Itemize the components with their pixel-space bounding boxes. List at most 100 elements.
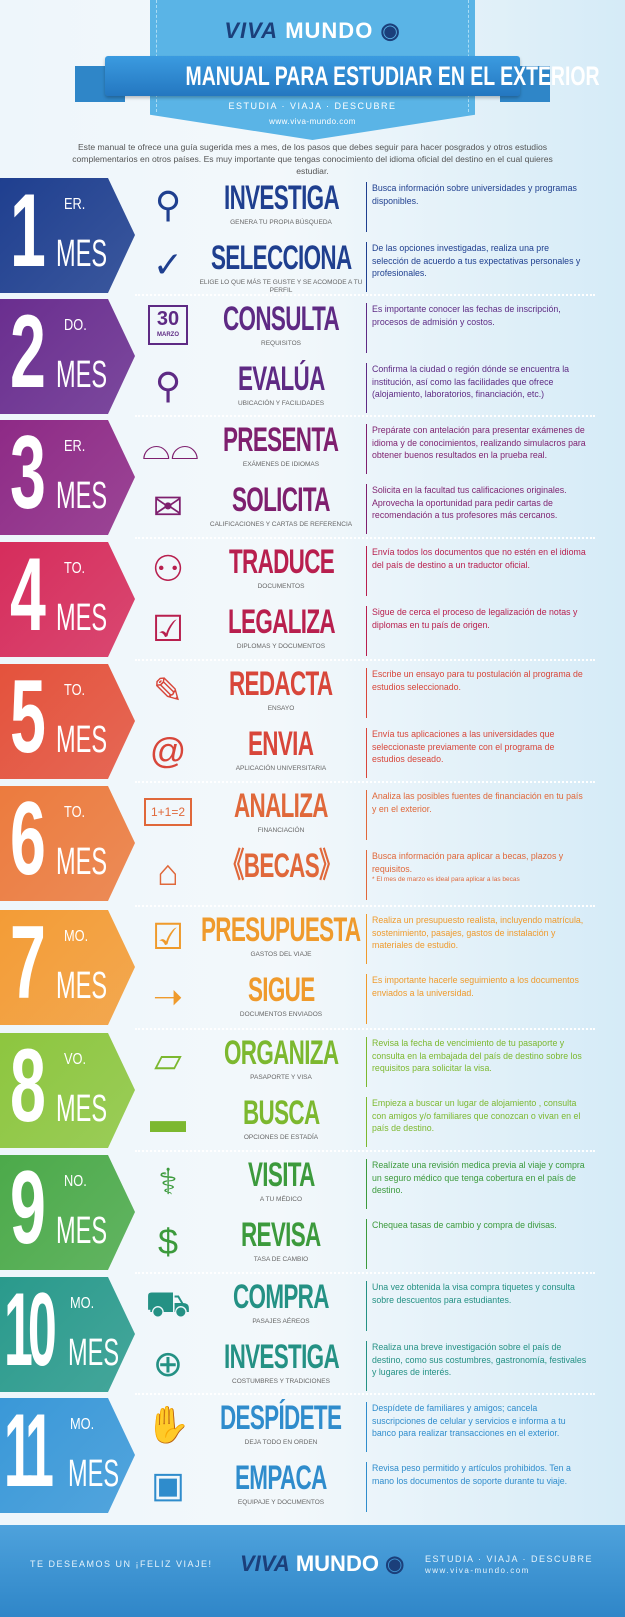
step-subtitle: FINANCIACIÓN (257, 827, 305, 834)
step-description-text: Confirma la ciudad o región dónde se enc… (372, 364, 570, 399)
step-subtitle: DIPLOMAS Y DOCUMENTOS (236, 643, 326, 650)
divider-line (366, 546, 367, 596)
footer-logo-mundo: MUNDO (295, 1551, 379, 1576)
step-title: VISITA (247, 1156, 315, 1194)
step-description: Chequea tasas de cambio y compra de divi… (372, 1219, 587, 1232)
divider-line (366, 850, 367, 900)
step-title: LEGALIZA (227, 603, 336, 641)
step-heading: DESPÍDETE DEJA TODO EN ORDEN (196, 1398, 366, 1456)
step-description-text: Realiza un presupuesto realista, incluye… (372, 915, 584, 950)
month-number: 11 (4, 1393, 54, 1509)
month-number: 3 (10, 415, 46, 531)
step-subtitle: ENSAYO (267, 705, 295, 712)
step-description-text: Envía todos los documentos que no estén … (372, 547, 586, 570)
email-at-icon: @ (149, 730, 187, 771)
logo-mundo: MUNDO (285, 18, 374, 43)
footer-url[interactable]: www.viva-mundo.com (425, 1566, 530, 1575)
step-item: ▣ EMPACA EQUIPAJE Y DOCUMENTOS Revisa pe… (0, 1458, 625, 1516)
step-heading: 《BECAS》 (196, 846, 366, 904)
month-ordinal: DO. (64, 317, 87, 334)
step-title: SELECCIONA (210, 239, 352, 277)
step-description-text: Es importante conocer las fechas de insc… (372, 304, 561, 327)
step-description-text: Realiza una breve investigación sobre el… (372, 1342, 587, 1377)
month-section-11: 11 MO. MES ✋ DESPÍDETE DEJA TODO EN ORDE… (0, 1393, 625, 1516)
divider-line (366, 1219, 367, 1269)
step-title: SOLICITA (232, 481, 330, 519)
step-description-text: Escribe un ensayo para tu postulación al… (372, 669, 583, 692)
month-badge: 11 MO. MES (0, 1398, 135, 1513)
step-item: ⚕ VISITA A TU MÉDICO Realízate una revis… (0, 1155, 625, 1213)
dotted-path-arrow-icon: ➝ (152, 976, 184, 1017)
month-number: 8 (10, 1028, 46, 1144)
month-section-5: 5 TO. MES ✎ REDACTA ENSAYO Escribe un en… (0, 659, 625, 782)
translator-desk-icon: ⚇ (151, 548, 185, 589)
step-description: Envía tus aplicaciones a las universidad… (372, 728, 587, 766)
step-item: ➝ SIGUE DOCUMENTOS ENVIADOS Es important… (0, 970, 625, 1028)
divider-line (366, 1281, 367, 1331)
step-description-text: Chequea tasas de cambio y compra de divi… (372, 1220, 557, 1230)
checked-document-icon: ☑ (151, 608, 185, 649)
step-description: Solicita en la facultad tus calificacion… (372, 484, 587, 522)
step-description-text: Busca información para aplicar a becas, … (372, 851, 564, 874)
step-item: ▬ BUSCA OPCIONES DE ESTADÍA Empieza a bu… (0, 1093, 625, 1151)
month-badge: 7 MO. MES (0, 910, 135, 1025)
step-description: Revisa peso permitido y artículos prohib… (372, 1462, 587, 1487)
step-item: ☑ PRESUPUESTA GASTOS DEL VIAJE Realiza u… (0, 910, 625, 968)
divider-line (366, 182, 367, 232)
step-subtitle: DOCUMENTOS (257, 583, 305, 590)
month-badge: 6 TO. MES (0, 786, 135, 901)
step-title: EMPACA (235, 1459, 327, 1497)
footer-info: ESTUDIA · VIAJA · DESCUBRE www.viva-mund… (425, 1553, 593, 1577)
month-badge: 10 MO. MES (0, 1277, 135, 1392)
month-number: 6 (10, 781, 46, 897)
step-description-text: Busca información sobre universidades y … (372, 183, 577, 206)
step-subtitle: PASAJES AÉREOS (252, 1318, 310, 1325)
step-description: Es importante conocer las fechas de insc… (372, 303, 587, 328)
math-board-icon: 1+1=2 (142, 790, 194, 836)
step-description: Analiza las posibles fuentes de financia… (372, 790, 587, 815)
step-item: ✋ DESPÍDETE DEJA TODO EN ORDEN Despídete… (0, 1398, 625, 1456)
section-divider (135, 1150, 595, 1152)
pencil-icon: ✎ (152, 670, 184, 711)
section-divider (135, 1272, 595, 1274)
step-description-text: Revisa peso permitido y artículos prohib… (372, 1463, 571, 1486)
section-divider (135, 415, 595, 417)
step-subtitle: DOCUMENTOS ENVIADOS (239, 1011, 323, 1018)
envelope-icon: ✉ (152, 486, 184, 527)
step-title: BUSCA (242, 1094, 320, 1132)
step-description-text: Envía tus aplicaciones a las universidad… (372, 729, 555, 764)
month-badge: 2 DO. MES (0, 299, 135, 414)
step-heading: VISITA A TU MÉDICO (196, 1155, 366, 1213)
header-url[interactable]: www.viva-mundo.com (269, 117, 356, 126)
step-item: ⚲ INVESTIGA GENERA TU PROPIA BÚSQUEDA Bu… (0, 178, 625, 236)
month-number: 2 (10, 294, 46, 410)
checklist-icon: ☑ (151, 916, 185, 957)
step-subtitle: PASAPORTE Y VISA (250, 1074, 312, 1081)
month-section-6: 6 TO. MES 1+1=2 ANALIZA FINANCIACIÓN Ana… (0, 781, 625, 904)
page-title-text: MANUAL PARA ESTUDIAR EN EL EXTERIOR (185, 61, 600, 91)
step-subtitle: ELIGE LO QUE MÁS TE GUSTE Y SE ACOMODE A… (199, 279, 363, 294)
step-description: Sigue de cerca el proceso de legalizació… (372, 606, 587, 631)
footer: TE DESEAMOS UN ¡FELIZ VIAJE! VIVA MUNDO … (0, 1525, 625, 1617)
step-description-text: Solicita en la facultad tus calificacion… (372, 485, 567, 520)
divider-line (366, 303, 367, 353)
step-description: Busca información sobre universidades y … (372, 182, 587, 207)
month-section-2: 2 DO. MES 30 MARZO CONSULTA REQUISITOS Es… (0, 294, 625, 417)
divider-line (366, 1037, 367, 1087)
step-item: 1+1=2 ANALIZA FINANCIACIÓN Analiza las p… (0, 786, 625, 844)
month-number: 1 (10, 173, 46, 289)
step-title: CONSULTA (222, 300, 340, 338)
section-divider (135, 1028, 595, 1030)
step-title: SIGUE (247, 971, 315, 1009)
step-title: EVALÚA (237, 360, 325, 398)
step-subtitle: UBICACIÓN Y FACILIDADES (237, 400, 325, 407)
month-ordinal: MO. (70, 1295, 95, 1312)
month-section-4: 4 TO. MES ⚇ TRADUCE DOCUMENTOS Envía tod… (0, 537, 625, 660)
step-item: ▱ ORGANIZA PASAPORTE Y VISA Revisa la fe… (0, 1033, 625, 1091)
month-badge: 1 ER. MES (0, 178, 135, 293)
month-ordinal: TO. (64, 560, 86, 577)
step-description-text: Prepárate con antelación para presentar … (372, 425, 586, 460)
month-ordinal: ER. (64, 196, 86, 213)
step-subtitle: OPCIONES DE ESTADÍA (243, 1134, 319, 1141)
step-item: ⌂ 《BECAS》 Busca información para aplicar… (0, 846, 625, 904)
